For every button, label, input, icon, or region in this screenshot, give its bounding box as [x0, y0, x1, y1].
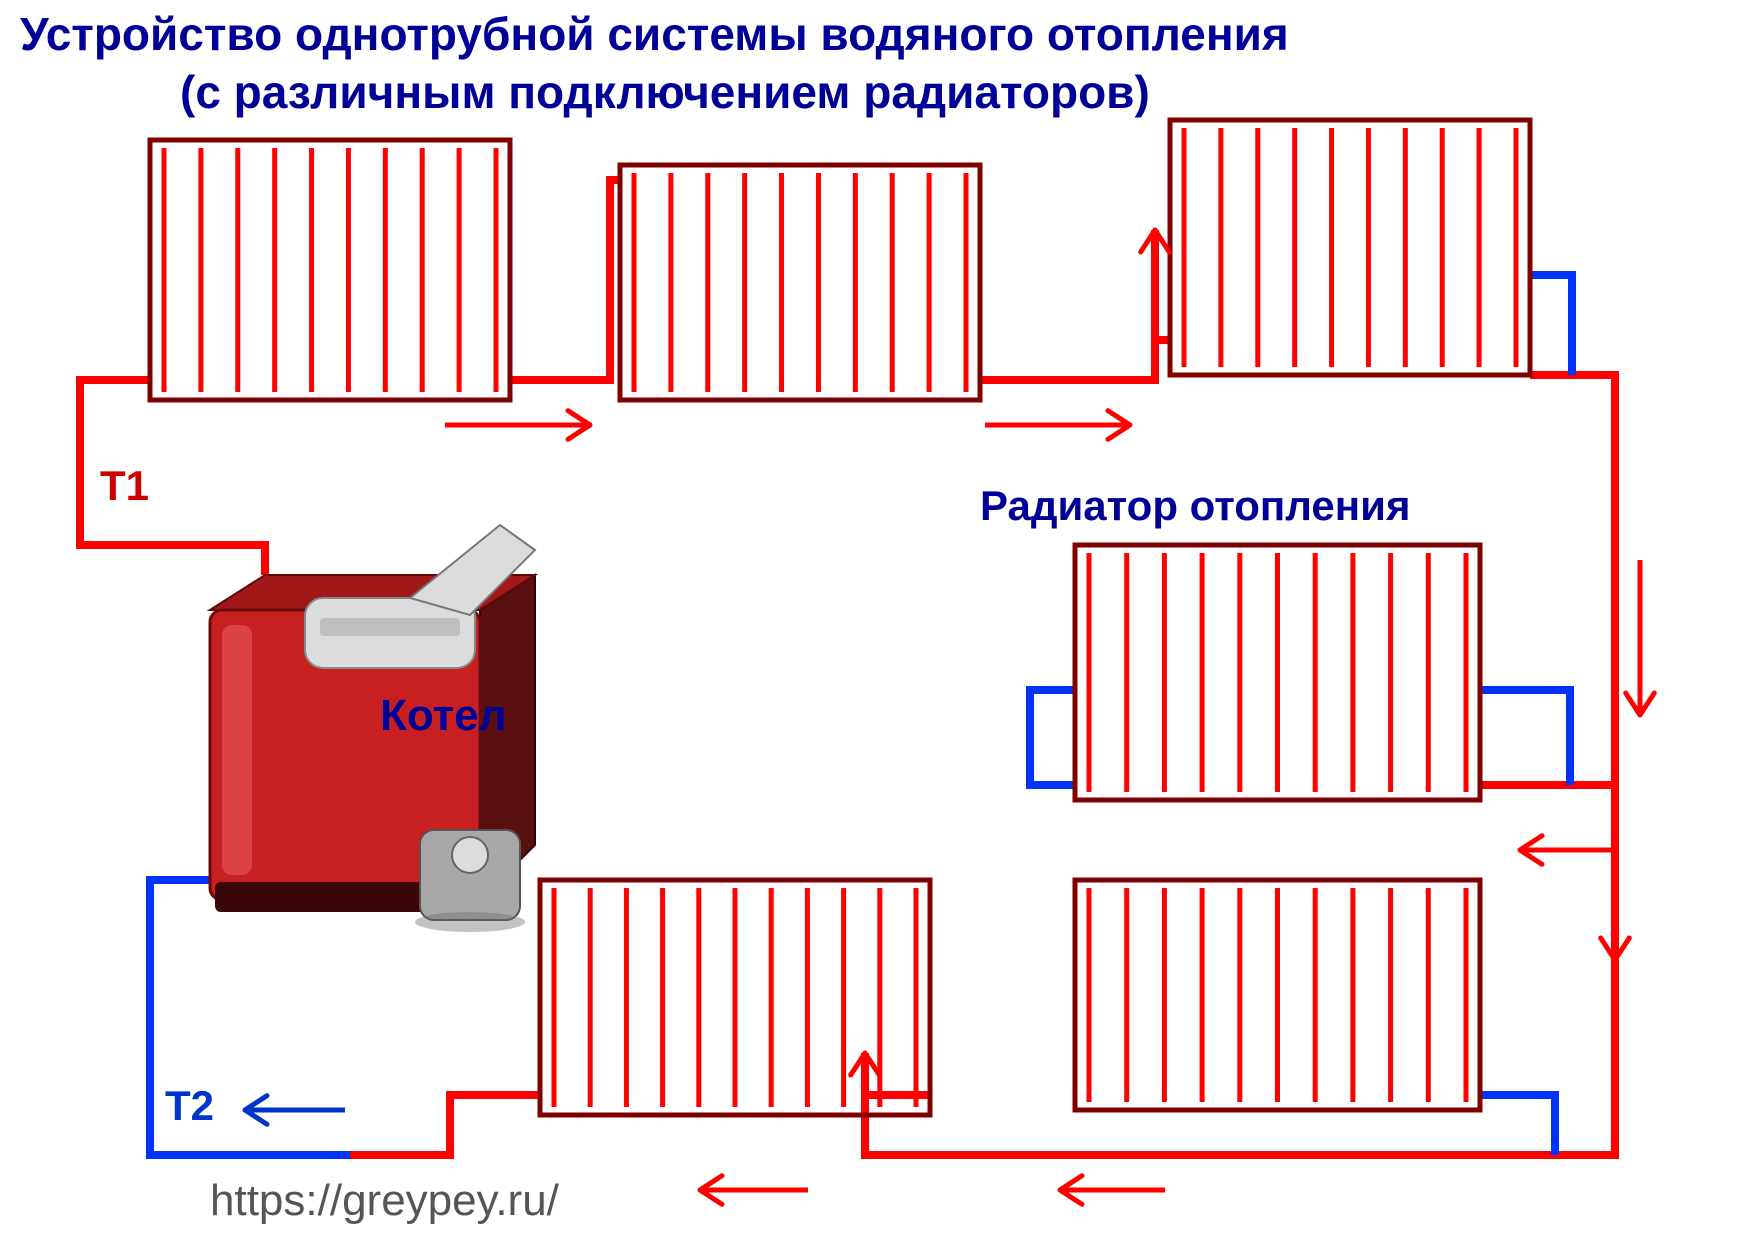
cold-pipe: [1480, 1095, 1555, 1155]
arrow: [245, 1096, 345, 1125]
radiator-r2: [620, 165, 980, 400]
arrow: [1626, 560, 1655, 715]
arrow: [445, 411, 590, 440]
source-url: https://greypey.ru/: [210, 1176, 560, 1225]
label-boiler: Котел: [380, 691, 507, 740]
label-t1: Т1: [100, 462, 149, 509]
cold-pipe: [1030, 690, 1075, 785]
heating-diagram: Устройство однотрубной системы водяного …: [0, 0, 1754, 1240]
label-t2: Т2: [165, 1082, 214, 1129]
title-line2: (с различным подключением радиаторов): [180, 66, 1150, 118]
arrow: [1060, 1176, 1165, 1205]
title-line1: Устройство однотрубной системы водяного …: [20, 8, 1289, 60]
arrow: [985, 411, 1130, 440]
cold-pipe: [1530, 275, 1572, 375]
label-radiator: Радиатор отопления: [980, 482, 1410, 529]
cold-pipe: [1480, 690, 1570, 785]
radiator-r4: [1075, 545, 1480, 800]
radiator-r3: [1170, 120, 1530, 375]
hot-pipe: [510, 180, 620, 380]
hot-pipe: [1480, 375, 1615, 785]
arrow: [700, 1176, 808, 1205]
radiator-r5: [1075, 880, 1480, 1110]
hot-pipe: [350, 1095, 540, 1155]
arrow: [1520, 836, 1615, 865]
hot-pipe: [980, 340, 1170, 380]
radiator-r1: [150, 140, 510, 400]
radiator-r6: [540, 880, 930, 1115]
